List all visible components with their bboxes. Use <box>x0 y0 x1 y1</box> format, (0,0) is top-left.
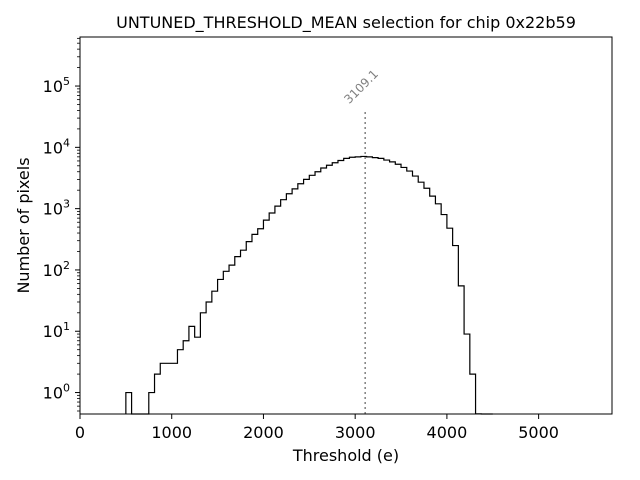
axes-frame <box>79 36 613 415</box>
y-tick-label: 101 <box>43 320 70 341</box>
x-tick-label: 4000 <box>427 423 468 442</box>
x-tick-label: 3000 <box>335 423 376 442</box>
histogram-series <box>125 155 493 415</box>
y-tick-label: 105 <box>43 75 70 96</box>
x-axis-ticks: 0 1000 2000 3000 4000 5000 <box>75 414 559 442</box>
x-tick-label: 1000 <box>151 423 192 442</box>
y-tick-label: 100 <box>43 382 70 403</box>
y-tick-label: 104 <box>43 136 70 157</box>
x-axis-label: Threshold (e) <box>292 446 399 465</box>
x-tick-label: 0 <box>75 423 85 442</box>
x-tick-label: 5000 <box>518 423 559 442</box>
y-axis-ticks: 100 101 102 103 104 105 <box>43 37 80 412</box>
chart-title: UNTUNED_THRESHOLD_MEAN selection for chi… <box>116 13 576 33</box>
x-tick-label: 2000 <box>243 423 284 442</box>
y-tick-label: 102 <box>43 259 70 280</box>
y-axis-label: Number of pixels <box>14 157 33 293</box>
y-tick-label: 103 <box>43 198 70 219</box>
